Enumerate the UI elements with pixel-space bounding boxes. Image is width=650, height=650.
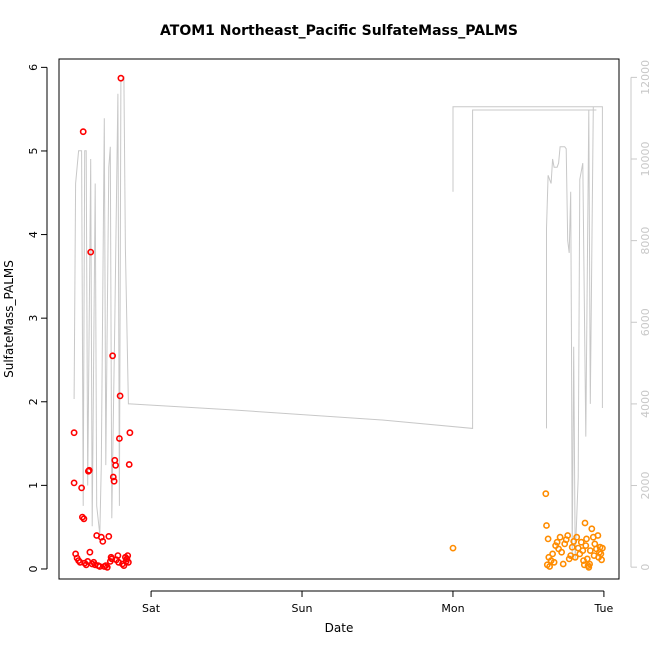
data-point-series-1 [70,429,78,437]
data-point-series-2 [586,560,593,568]
data-point-series-1 [117,74,125,82]
x-axis: Sat Sun Mon Tue [142,590,614,615]
data-point-series-2 [556,533,564,541]
y-tick-label: 2 [27,398,40,405]
data-point-series-2 [550,558,558,566]
data-point-series-1 [105,533,113,540]
altitude-line-3 [546,106,594,560]
data-point-series-2 [564,532,572,539]
data-point-series-2 [599,544,606,552]
x-tick-label: Tue [594,602,614,615]
data-point-series-1 [116,392,124,400]
data-point-series-2 [586,547,594,554]
y2-tick-label: 6000 [639,308,650,336]
data-point-series-2 [573,533,581,541]
data-point-series-2 [568,543,576,551]
data-point-series-1 [70,479,78,487]
data-point-series-1 [79,128,87,136]
data-point-series-2 [553,538,561,546]
plot-area-frame [58,58,620,580]
data-point-series-2 [582,542,590,549]
data-point-series-2 [559,560,567,568]
data-point-series-1 [114,552,122,559]
data-point-series-2 [449,544,457,552]
data-point-series-1 [110,477,118,485]
data-point-series-1 [78,484,85,492]
data-point-series-2 [585,563,593,571]
y2-tick-label: 4000 [639,390,650,418]
y-axis-left: 0 1 2 3 4 5 6 [27,64,48,572]
data-point-series-1 [112,461,119,469]
data-point-series-2 [594,532,602,539]
data-point-series-1 [109,473,117,481]
altitude-line-1 [73,75,597,535]
data-point-series-2 [588,525,596,533]
altitude-line-2 [452,106,603,408]
data-point-series-2 [570,538,578,545]
y-tick-label: 5 [27,147,40,154]
data-point-series-2 [565,555,573,563]
y2-tick-label: 2000 [639,472,650,500]
data-point-series-2 [579,547,587,554]
data-point-series-2 [571,553,579,561]
y-tick-label: 6 [27,64,40,71]
data-point-series-2 [542,490,550,498]
data-point-series-1 [82,561,90,569]
data-point-series-1 [124,558,132,566]
chart-title: ATOM1 Northeast_Pacific SulfateMass_PALM… [160,23,518,39]
y2-tick-label: 12000 [639,60,650,95]
data-point-series-2 [598,556,605,564]
altitude-trace [73,75,603,560]
data-point-series-1 [87,248,95,256]
data-point-series-1 [85,466,93,474]
y-axis-right: 0 2000 4000 6000 8000 10000 12000 [630,60,650,571]
data-point-series-1 [103,563,111,571]
data-point-series-2 [543,522,550,529]
data-points [70,74,606,571]
data-point-series-1 [126,429,134,437]
data-point-series-1 [123,555,131,563]
y2-tick-label: 0 [639,564,650,571]
x-axis-label: Date [325,621,354,635]
data-point-series-1 [99,538,107,545]
x-tick-label: Sun [292,602,313,615]
data-point-series-2 [558,548,565,556]
x-tick-label: Mon [441,602,464,615]
data-point-series-1 [116,435,123,442]
data-point-series-2 [577,538,585,546]
data-point-series-2 [549,550,556,558]
data-point-series-2 [581,519,589,527]
data-point-series-2 [583,535,590,543]
y-tick-label: 4 [27,231,40,238]
data-point-series-1 [109,352,116,360]
y-tick-label: 1 [27,482,40,489]
data-point-series-1 [86,548,94,556]
data-point-series-1 [125,461,133,468]
y2-tick-label: 10000 [639,142,650,177]
y2-tick-label: 8000 [639,227,650,255]
data-point-series-2 [544,535,552,543]
data-point-series-2 [546,563,553,570]
y-axis-label: SulfateMass_PALMS [2,260,16,378]
x-tick-label: Sat [142,602,161,615]
data-point-series-1 [80,515,88,523]
y-tick-label: 0 [27,565,40,572]
y-tick-label: 3 [27,315,40,322]
data-point-series-1 [124,552,132,559]
